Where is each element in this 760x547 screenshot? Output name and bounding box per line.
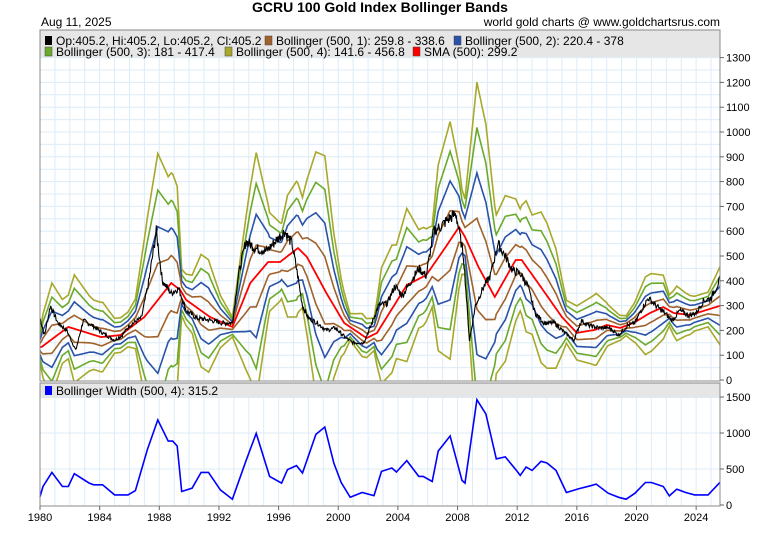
x-tick-label: 2012: [505, 512, 529, 524]
legend-sma: SMA (500): 299.2: [424, 45, 518, 59]
bollinger-width-line: [39, 397, 721, 501]
bollinger-1-upper-line: [40, 209, 720, 344]
price-panel-frame: [39, 29, 721, 382]
bollinger-1-lower-line: [40, 241, 720, 355]
price-close-line: [40, 210, 720, 351]
legend-b4: Bollinger (500, 4): 141.6 - 456.8: [236, 45, 405, 59]
chart-title: GCRU 100 Gold Index Bollinger Bands: [252, 0, 508, 15]
legend-swatch-b3: [44, 46, 53, 57]
width-y-axis: 0 500 1000 1500: [720, 392, 750, 512]
legend-b1: Bollinger (500, 1): 259.8 - 338.6: [276, 34, 445, 48]
price-series-clip: [40, 82, 720, 381]
y-tick-label: 800: [726, 177, 744, 189]
bollinger-4-lower-line: [40, 273, 720, 381]
legend-b3: Bollinger (500, 3): 181 - 417.4: [56, 45, 215, 59]
x-tick-label: 2020: [624, 512, 648, 524]
chart-credit: world gold charts @ www.goldchartsrus.co…: [483, 15, 720, 29]
legend-swatch-sma: [412, 46, 421, 57]
legend-b2: Bollinger (500, 2): 220.4 - 378: [465, 34, 624, 48]
y-tick-label: 1200: [726, 77, 750, 89]
width-series: [39, 397, 721, 501]
legend-price: Op:405.2, Hi:405.2, Lo:405.2, Cl:405.2: [56, 34, 262, 48]
x-tick-label: 1988: [147, 512, 171, 524]
y-tick-label: 900: [726, 152, 744, 164]
price-legend: Op:405.2, Hi:405.2, Lo:405.2, Cl:405.2 B…: [44, 34, 624, 59]
y-tick-label: 1000: [726, 127, 750, 139]
x-tick-label: 2004: [386, 512, 410, 524]
x-tick-label: 1996: [266, 512, 290, 524]
y-tick-label: 1000: [726, 428, 750, 440]
y-tick-label: 500: [726, 464, 744, 476]
chart-date: Aug 11, 2025: [41, 15, 112, 29]
x-tick-label: 2016: [565, 512, 589, 524]
y-tick-label: 400: [726, 276, 744, 288]
bollinger-4-upper-line: [40, 82, 720, 333]
width-legend-band: [40, 383, 720, 398]
x-tick-label: 2008: [445, 512, 469, 524]
width-panel-frame: [39, 382, 721, 507]
x-tick-label: 1992: [207, 512, 231, 524]
y-tick-label: 700: [726, 201, 744, 213]
legend-swatch-price: [45, 36, 52, 45]
price-y-axis: 0 100 200 300 400 500 600 700 800 900 1000 1100 1200…: [720, 53, 750, 387]
y-tick-label: 500: [726, 251, 744, 263]
x-tick-label: 1984: [87, 512, 111, 524]
bollinger-3-lower-line: [40, 262, 720, 381]
y-tick-label: 1500: [726, 392, 750, 404]
y-tick-label: 200: [726, 325, 744, 337]
bollinger-3-upper-line: [40, 127, 720, 337]
y-tick-label: 1300: [726, 53, 750, 65]
x-axis: 1980 1984 1988 1992 1996 2000 2004 2008 2012 2016…: [28, 506, 708, 524]
y-tick-label: 600: [726, 226, 744, 238]
y-tick-label: 0: [726, 500, 732, 512]
legend-swatch-b4: [224, 46, 233, 57]
x-tick-label: 2024: [684, 512, 708, 524]
bollinger-2-lower-line: [40, 251, 720, 375]
y-tick-label: 300: [726, 301, 744, 313]
y-tick-label: 100: [726, 350, 744, 362]
legend-swatch-width: [45, 386, 52, 395]
legend-swatch-b1: [264, 35, 273, 46]
y-tick-label: 0: [726, 375, 732, 387]
width-grid: [39, 396, 720, 505]
x-tick-label: 2000: [326, 512, 350, 524]
price-legend-band: [40, 30, 720, 58]
price-series: [40, 82, 720, 381]
sma-500-line: [40, 225, 720, 348]
legend-swatch-b2: [453, 35, 462, 46]
width-panel: 0 500 1000 1500 Bollinger Width (500, 4): 3…: [39, 382, 750, 512]
price-panel: 0 100 200 300 400 500 600 700 800 900 1000 1100 1200…: [39, 29, 750, 387]
y-tick-label: 1100: [726, 102, 750, 114]
x-tick-label: 1980: [28, 512, 52, 524]
legend-width: Bollinger Width (500, 4): 315.2: [56, 384, 218, 398]
